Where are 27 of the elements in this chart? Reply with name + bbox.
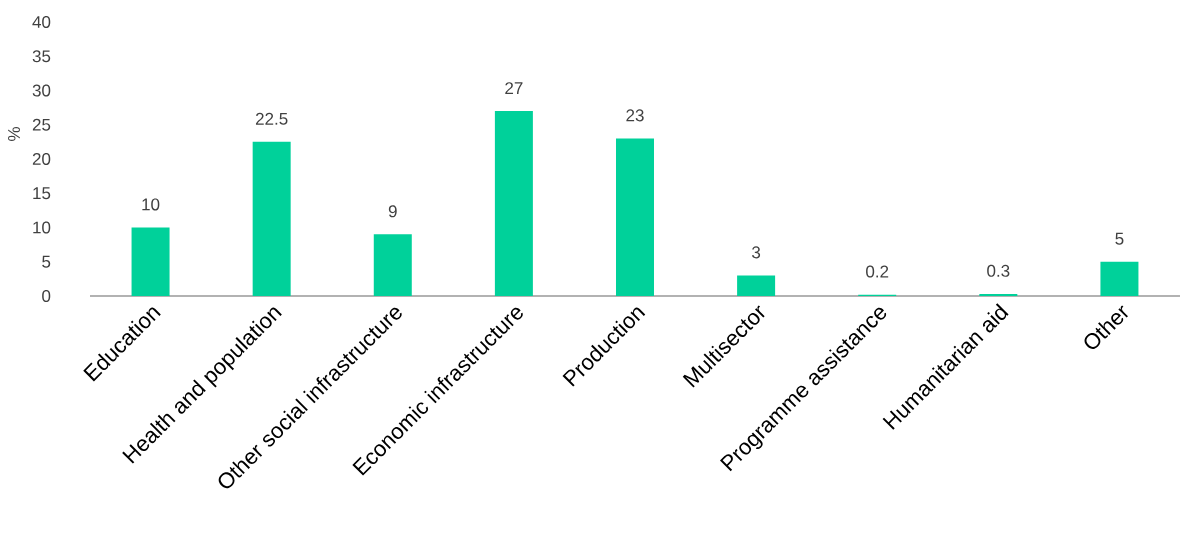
bar: [1100, 261, 1139, 296]
data-label: 9: [388, 205, 397, 218]
bar: [494, 111, 533, 296]
bar: [616, 138, 654, 296]
data-label: 0.2: [866, 265, 889, 278]
data-label: 5: [1115, 232, 1124, 245]
y-tick-label: 20: [32, 152, 51, 166]
data-label: 0.3: [987, 264, 1010, 277]
y-axis-title: %: [8, 127, 20, 141]
data-label: 10: [142, 198, 160, 211]
y-tick-label: 40: [32, 15, 51, 29]
bar: [252, 141, 291, 296]
bar: [131, 227, 170, 296]
y-tick-label: 0: [42, 290, 51, 303]
data-label: 22.5: [255, 112, 288, 125]
bar: [737, 275, 776, 296]
bar: [979, 293, 1018, 296]
data-label: 3: [752, 246, 761, 259]
y-tick-label: 10: [33, 221, 51, 234]
data-label: 23: [626, 109, 644, 122]
y-tick-label: 5: [42, 255, 51, 268]
y-tick-label: 35: [32, 50, 51, 63]
y-tick-label: 25: [32, 118, 51, 131]
data-label: 27: [505, 82, 523, 94]
y-tick-label: 30: [32, 84, 51, 97]
y-tick-label: 15: [33, 187, 51, 200]
bar: [373, 234, 412, 296]
